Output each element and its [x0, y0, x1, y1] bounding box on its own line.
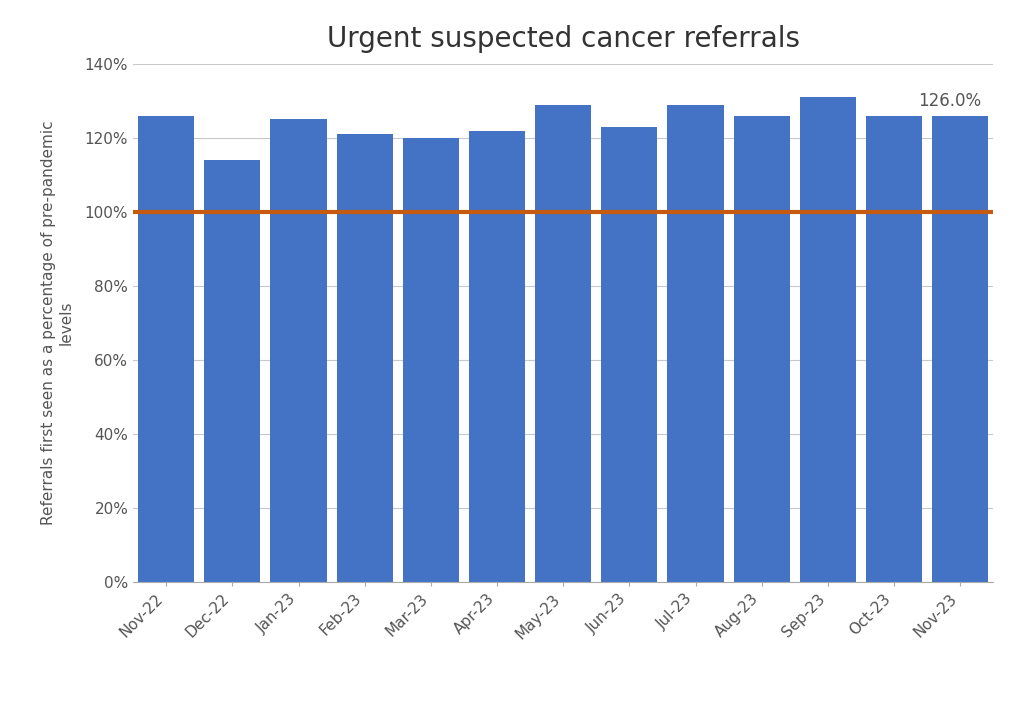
- Bar: [536, 104, 591, 582]
- Bar: [601, 127, 657, 582]
- Y-axis label: Referrals first seen as a percentage of pre-pandemic
levels: Referrals first seen as a percentage of …: [41, 121, 74, 525]
- Bar: [866, 116, 923, 582]
- Bar: [800, 97, 856, 582]
- Bar: [932, 116, 988, 582]
- Bar: [270, 119, 327, 582]
- Bar: [402, 138, 459, 582]
- Bar: [337, 134, 393, 582]
- Bar: [668, 104, 724, 582]
- Bar: [469, 131, 525, 582]
- Bar: [733, 116, 790, 582]
- Title: Urgent suspected cancer referrals: Urgent suspected cancer referrals: [327, 26, 800, 53]
- Bar: [204, 160, 260, 582]
- Text: 126.0%: 126.0%: [919, 92, 982, 110]
- Bar: [138, 116, 195, 582]
